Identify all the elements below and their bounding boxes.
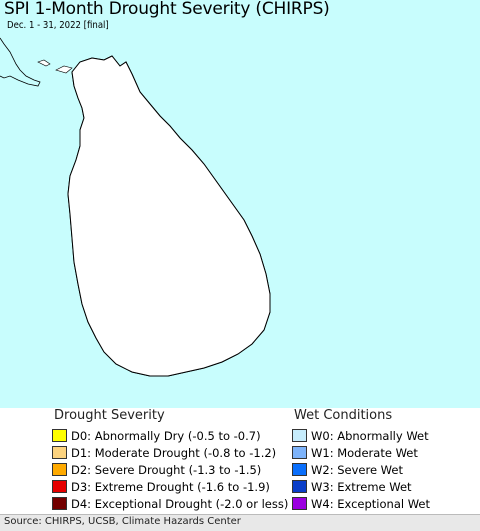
legend-item-d0: D0: Abnormally Dry (-0.5 to -0.7): [52, 427, 288, 444]
d3-label: D3: Extreme Drought (-1.6 to -1.9): [71, 479, 270, 494]
map-panel: SPI 1-Month Drought Severity (CHIRPS) De…: [0, 0, 480, 408]
w1-swatch: [292, 446, 307, 459]
legend-item-d4: D4: Exceptional Drought (-2.0 or less): [52, 495, 288, 512]
d2-label: D2: Severe Drought (-1.3 to -1.5): [71, 462, 262, 477]
legend-item-w3: W3: Extreme Wet: [292, 478, 430, 495]
legend-item-w0: W0: Abnormally Wet: [292, 427, 430, 444]
d1-swatch: [52, 446, 67, 459]
india-islet: [37, 59, 51, 67]
india-coastline: [0, 37, 41, 87]
legend-panel: Drought Severity D0: Abnormally Dry (-0.…: [0, 408, 480, 514]
drought-legend-heading: Drought Severity: [54, 408, 165, 423]
w0-label: W0: Abnormally Wet: [311, 428, 429, 443]
legend-item-d3: D3: Extreme Drought (-1.6 to -1.9): [52, 478, 288, 495]
map-title: SPI 1-Month Drought Severity (CHIRPS): [4, 0, 330, 19]
legend-item-w4: W4: Exceptional Wet: [292, 495, 430, 512]
credit-bar: Source: CHIRPS, UCSB, Climate Hazards Ce…: [0, 514, 480, 531]
w3-label: W3: Extreme Wet: [311, 479, 412, 494]
w0-swatch: [292, 429, 307, 442]
w3-swatch: [292, 480, 307, 493]
sri-lanka-map: [0, 37, 271, 377]
d3-swatch: [52, 480, 67, 493]
map-subtitle: Dec. 1 - 31, 2022 [final]: [7, 20, 109, 31]
w2-swatch: [292, 463, 307, 476]
w4-swatch: [292, 497, 307, 510]
w1-label: W1: Moderate Wet: [311, 445, 418, 460]
wet-legend-heading: Wet Conditions: [294, 408, 393, 423]
w2-label: W2: Severe Wet: [311, 462, 403, 477]
d4-swatch: [52, 497, 67, 510]
d0-label: D0: Abnormally Dry (-0.5 to -0.7): [71, 428, 261, 443]
drought-legend: Drought Severity D0: Abnormally Dry (-0.…: [52, 408, 288, 512]
legend-item-d2: D2: Severe Drought (-1.3 to -1.5): [52, 461, 288, 478]
d1-label: D1: Moderate Drought (-0.8 to -1.2): [71, 445, 277, 460]
d0-swatch: [52, 429, 67, 442]
d2-swatch: [52, 463, 67, 476]
legend-item-w2: W2: Severe Wet: [292, 461, 430, 478]
source-credit: Source: CHIRPS, UCSB, Climate Hazards Ce…: [4, 516, 241, 527]
d4-label: D4: Exceptional Drought (-2.0 or less): [71, 496, 289, 511]
wet-legend: Wet Conditions W0: Abnormally Wet W1: Mo…: [292, 408, 430, 512]
legend-item-w1: W1: Moderate Wet: [292, 444, 430, 461]
legend-item-d1: D1: Moderate Drought (-0.8 to -1.2): [52, 444, 288, 461]
jaffna-islet: [55, 65, 73, 74]
w4-label: W4: Exceptional Wet: [311, 496, 430, 511]
